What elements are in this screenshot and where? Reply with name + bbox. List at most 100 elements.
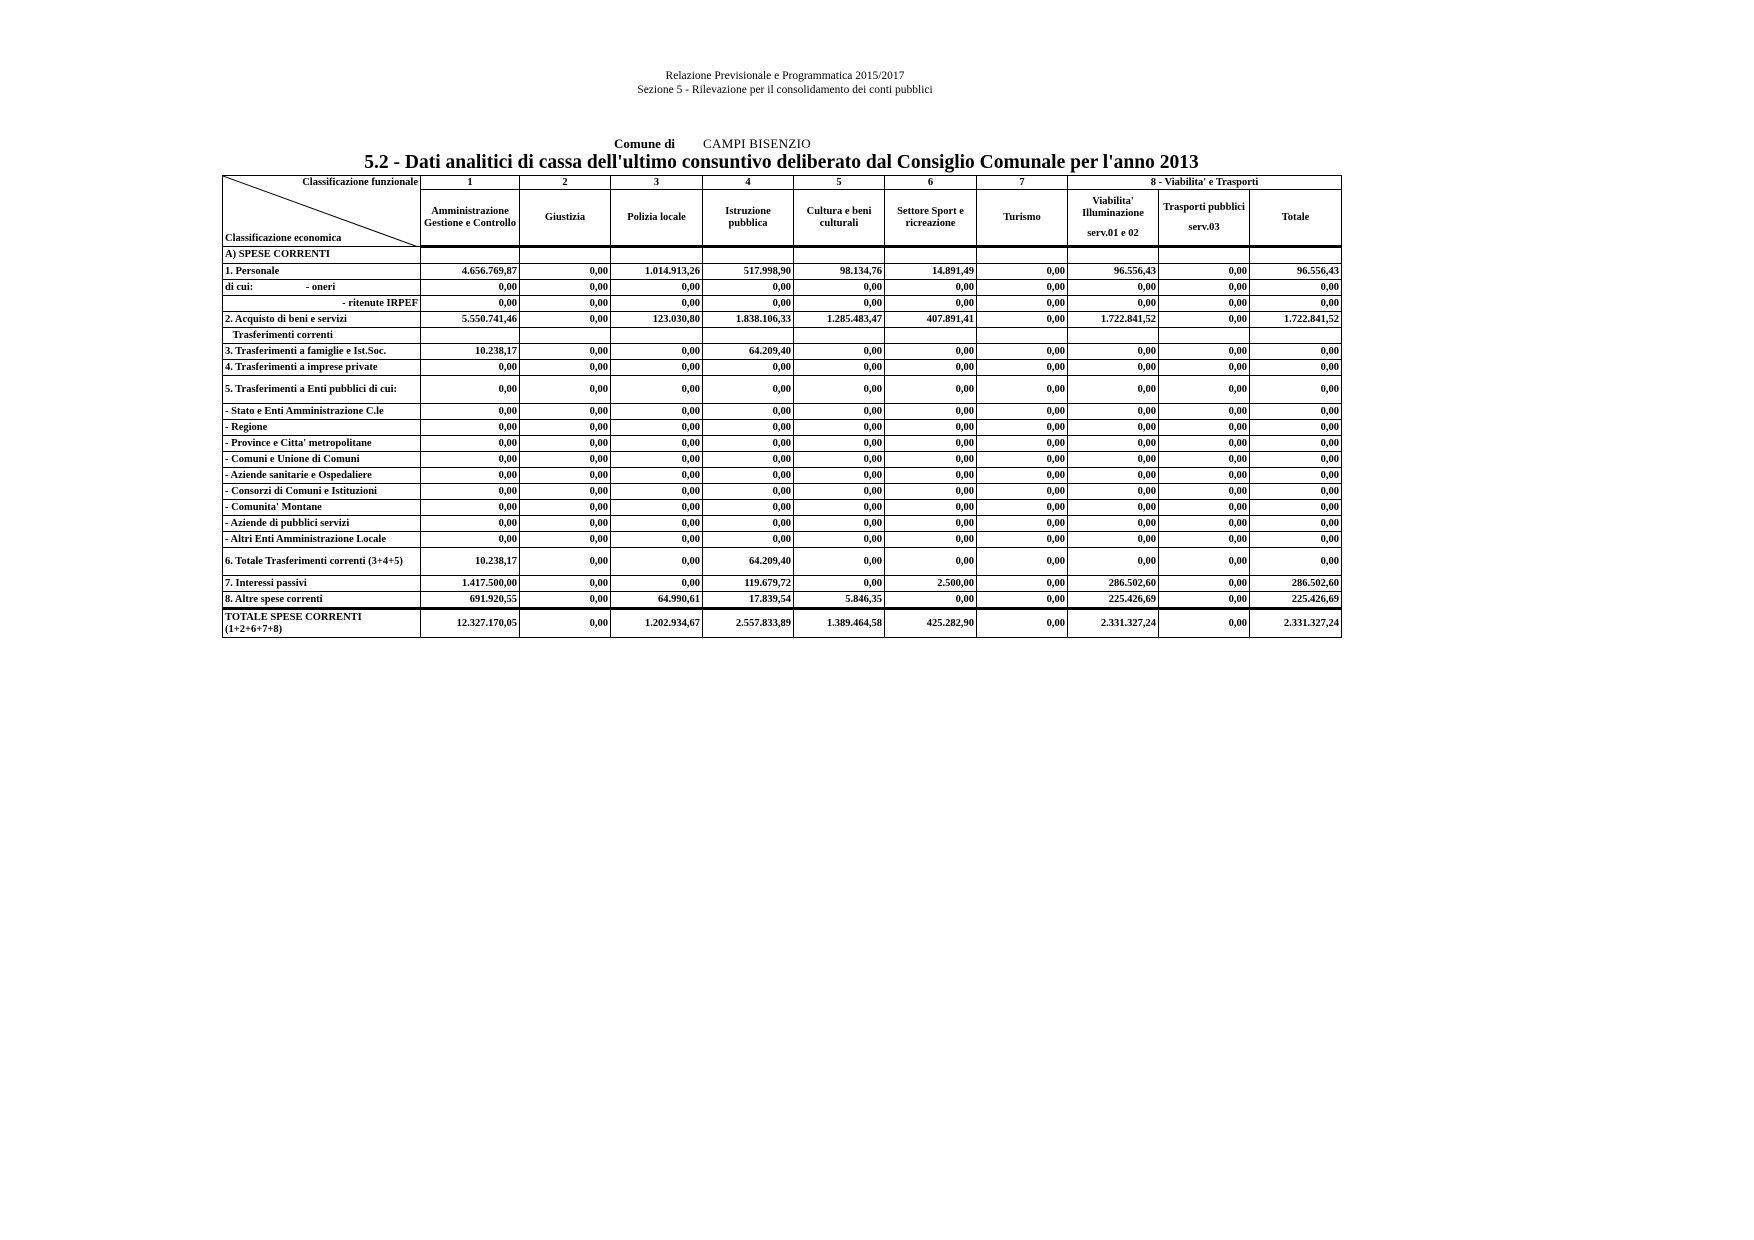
corner-top-label: Classificazione funzionale <box>302 177 418 188</box>
cell-value: 0,00 <box>976 295 1068 312</box>
cell-value: 0,00 <box>702 451 794 468</box>
cell-value: 0,00 <box>1158 295 1250 312</box>
cell-value: 0,00 <box>976 451 1068 468</box>
corner-cell: Classificazione funzionale Classificazion… <box>222 175 421 247</box>
group-number: 4 <box>702 175 794 190</box>
cell-value <box>976 327 1068 344</box>
row-label: - Aziende di pubblici servizi <box>222 515 421 532</box>
cell-value: 5.846,35 <box>793 591 885 609</box>
table-row: Trasferimenti correnti <box>222 327 1343 344</box>
cell-value: 98.134,76 <box>793 263 885 280</box>
cell-value: 0,00 <box>976 575 1068 592</box>
cell-value: 0,00 <box>420 499 520 516</box>
corner-diagonal-line <box>223 176 416 246</box>
cell-value: 0,00 <box>793 403 885 420</box>
cell-value: 0,00 <box>702 531 794 548</box>
table-row: 4. Trasferimenti a imprese private 0,00 0,… <box>222 359 1343 376</box>
cell-value: 0,00 <box>976 279 1068 296</box>
cell-value: 0,00 <box>420 375 520 404</box>
cell-value: 0,00 <box>1067 359 1159 376</box>
cell-value: 0,00 <box>519 279 611 296</box>
cell-value: 4.656.769,87 <box>420 263 520 280</box>
cell-value: 0,00 <box>519 575 611 592</box>
table-row: - Aziende sanitarie e Ospedaliere 0,00 0,0… <box>222 467 1343 484</box>
cell-value: 0,00 <box>1067 547 1159 576</box>
row-label: - Consorzi di Comuni e Istituzioni <box>222 483 421 500</box>
cell-value: 0,00 <box>519 375 611 404</box>
cell-value: 0,00 <box>420 419 520 436</box>
column-header-sub: serv.01 e 02 <box>1087 227 1139 239</box>
cell-value: 0,00 <box>420 359 520 376</box>
cell-value: 1.722.841,52 <box>1067 311 1159 328</box>
cell-value <box>1158 327 1250 344</box>
cell-value <box>702 327 794 344</box>
cell-value: 0,00 <box>519 483 611 500</box>
column-header: Amministrazione Gestione e Controllo <box>420 189 520 248</box>
cell-value <box>519 327 611 344</box>
cell-value: 0,00 <box>884 591 977 609</box>
cell-value: 1.014.913,26 <box>610 263 703 280</box>
cell-value: 0,00 <box>976 483 1068 500</box>
cell-value: 0,00 <box>884 279 977 296</box>
data-table: Classificazione funzionale Classificazion… <box>222 175 1343 638</box>
cell-value: 0,00 <box>1248 515 1343 532</box>
table-row: 2. Acquisto di beni e servizi 5.550.741,4… <box>222 311 1343 328</box>
cell-value: 0,00 <box>1067 531 1159 548</box>
cell-value: 1.722.841,52 <box>1248 311 1343 328</box>
cell-value: 0,00 <box>1067 435 1159 452</box>
cell-value: 0,00 <box>1158 419 1250 436</box>
row-label: - Comunita' Montane <box>222 499 421 516</box>
cell-value: 0,00 <box>976 403 1068 420</box>
cell-value: 0,00 <box>976 591 1068 609</box>
row-label: 1. Personale <box>222 263 421 280</box>
cell-value: 0,00 <box>793 515 885 532</box>
cell-value <box>976 246 1068 264</box>
cell-value: 1.838.106,33 <box>702 311 794 328</box>
cell-value: 0,00 <box>610 451 703 468</box>
table-row: TOTALE SPESE CORRENTI (1+2+6+7+8) 12.327.… <box>222 607 1343 638</box>
cell-value: 0,00 <box>1248 451 1343 468</box>
cell-value: 0,00 <box>976 375 1068 404</box>
column-header-label: Turismo <box>1003 211 1041 223</box>
cell-value: 0,00 <box>420 515 520 532</box>
cell-value: 0,00 <box>1158 467 1250 484</box>
cell-value: 0,00 <box>884 547 977 576</box>
column-header: Giustizia <box>519 189 611 248</box>
header-row-labels: Amministrazione Gestione e Controllo Gius… <box>223 189 1343 248</box>
cell-value: 0,00 <box>884 451 977 468</box>
report-header-line1: Relazione Previsionale e Programmatica 2… <box>665 70 905 82</box>
cell-value: 12.327.170,05 <box>420 607 520 638</box>
cell-value: 0,00 <box>976 263 1068 280</box>
cell-value: 0,00 <box>1158 515 1250 532</box>
cell-value: 0,00 <box>610 343 703 360</box>
cell-value: 0,00 <box>420 483 520 500</box>
cell-value: 0,00 <box>610 467 703 484</box>
cell-value: 64.209,40 <box>702 547 794 576</box>
cell-value <box>1248 246 1343 264</box>
cell-value: 2.500,00 <box>884 575 977 592</box>
cell-value: 2.331.327,24 <box>1248 607 1343 638</box>
cell-value: 0,00 <box>976 311 1068 328</box>
cell-value: 1.202.934,67 <box>610 607 703 638</box>
cell-value: 425.282,90 <box>884 607 977 638</box>
cell-value: 0,00 <box>1158 451 1250 468</box>
cell-value <box>420 327 520 344</box>
cell-value: 0,00 <box>793 279 885 296</box>
cell-value <box>793 246 885 264</box>
row-label: - ritenute IRPEF <box>222 295 421 312</box>
cell-value: 0,00 <box>793 499 885 516</box>
cell-value <box>420 246 520 264</box>
header-row-numbers: Classificazione funzionale Classificazion… <box>222 175 1343 247</box>
cell-value: 0,00 <box>1158 263 1250 280</box>
cell-value: 0,00 <box>1248 419 1343 436</box>
cell-value: 0,00 <box>702 499 794 516</box>
cell-value: 0,00 <box>1067 467 1159 484</box>
column-header: Trasporti pubblici serv.03 <box>1158 189 1250 248</box>
row-label: - Comuni e Unione di Comuni <box>222 451 421 468</box>
table-row: 1. Personale 4.656.769,87 0,00 1.014.913,26… <box>222 263 1343 280</box>
cell-value: 0,00 <box>420 451 520 468</box>
cell-value: 0,00 <box>519 311 611 328</box>
cell-value: 0,00 <box>1158 403 1250 420</box>
cell-value: 0,00 <box>610 359 703 376</box>
cell-value: 0,00 <box>976 419 1068 436</box>
